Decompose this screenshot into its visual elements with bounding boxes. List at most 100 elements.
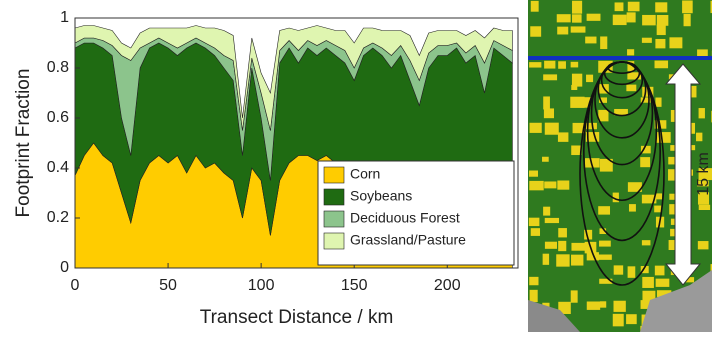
map-field [642, 15, 656, 25]
map-field [599, 241, 611, 247]
map-field [556, 254, 569, 266]
map-field [571, 85, 577, 90]
map-field [655, 98, 661, 107]
map-field [613, 301, 625, 312]
map-field [531, 1, 539, 12]
x-tick-label: 100 [248, 277, 275, 294]
map-field [642, 38, 652, 43]
panel-divider [521, 0, 528, 332]
y-tick-label: 0.8 [47, 59, 69, 76]
x-tick-label: 200 [434, 277, 461, 294]
map-field [530, 290, 538, 302]
map-field [571, 243, 586, 251]
map-field [628, 2, 640, 12]
legend-swatch [324, 167, 344, 183]
map-panel: 15 km [528, 0, 712, 332]
map-field [529, 277, 538, 285]
map-field [613, 15, 627, 25]
map-field [530, 123, 542, 133]
map-field [640, 157, 650, 167]
map-field [558, 61, 566, 68]
map-field [656, 193, 662, 199]
legend-label: Deciduous Forest [350, 210, 460, 226]
map-field [557, 14, 571, 22]
x-tick-label: 0 [71, 277, 80, 294]
map-field [544, 181, 556, 188]
map-field [655, 39, 665, 48]
x-axis-label: Transect Distance / km [200, 307, 394, 328]
map-field [682, 0, 693, 13]
map-field [626, 85, 636, 92]
y-tick-label: 0.4 [47, 159, 69, 176]
map-field [656, 279, 670, 287]
map-field [542, 157, 549, 162]
map-field [558, 241, 566, 251]
map-field [615, 2, 624, 11]
map-field [655, 61, 669, 69]
map-field [629, 204, 636, 211]
y-axis-label: Footprint Fraction [13, 69, 34, 218]
map-field [699, 205, 710, 210]
map-field [572, 14, 582, 22]
x-tick-label: 50 [159, 277, 177, 294]
map-field [571, 62, 579, 68]
y-tick-label: 0 [60, 259, 69, 276]
y-tick-label: 1 [60, 9, 69, 26]
map-field [557, 180, 569, 189]
map-field [529, 218, 540, 226]
map-field [558, 132, 568, 141]
map-field [587, 302, 600, 310]
map-field [572, 74, 582, 87]
legend-swatch [324, 189, 344, 205]
map-field [529, 181, 543, 190]
map-field [543, 74, 557, 80]
map-field [529, 62, 541, 67]
map-field [543, 254, 549, 265]
map-field [543, 96, 550, 109]
legend-swatch [324, 233, 344, 249]
x-tick-label: 150 [341, 277, 368, 294]
map-field [642, 277, 654, 288]
map-field [570, 97, 584, 108]
map-field [571, 290, 578, 302]
map-field [545, 218, 559, 223]
map-field [571, 26, 586, 32]
legend-label: Corn [350, 166, 380, 182]
legend-label: Grassland/Pasture [350, 232, 466, 248]
map-field [545, 242, 557, 249]
map-field [598, 255, 612, 260]
map-field [669, 37, 682, 48]
y-tick-label: 0.6 [47, 109, 69, 126]
map-field [587, 14, 601, 21]
map-field [614, 265, 623, 274]
y-tick-label: 0.2 [47, 209, 69, 226]
legend-label: Soybeans [350, 188, 412, 204]
map-field [657, 15, 669, 26]
map-field [613, 314, 624, 327]
map-field [628, 266, 636, 277]
map-field [699, 108, 705, 118]
map-field [696, 133, 702, 142]
map-field [656, 132, 670, 143]
map-field [571, 255, 583, 266]
map-field [698, 241, 709, 249]
map-field [642, 240, 651, 245]
map-field [586, 75, 593, 82]
map-field [544, 61, 555, 69]
map-field [585, 37, 596, 44]
map-field [600, 301, 606, 307]
map-field [544, 108, 554, 118]
map-field [531, 228, 540, 236]
map-field [545, 123, 559, 135]
map-field [598, 206, 610, 214]
map-field [557, 27, 568, 35]
map-field [655, 266, 665, 276]
map-field [657, 24, 666, 35]
map-field [598, 110, 608, 121]
map-field [654, 206, 661, 213]
scale-label: 15 km [695, 152, 712, 196]
figure: 15 km 0 0.2 0.4 0.6 0.8 1 0 50 100 150 200 Transect… [0, 0, 712, 332]
map-field [626, 314, 637, 324]
map-field [529, 171, 538, 177]
map-field [530, 26, 541, 36]
